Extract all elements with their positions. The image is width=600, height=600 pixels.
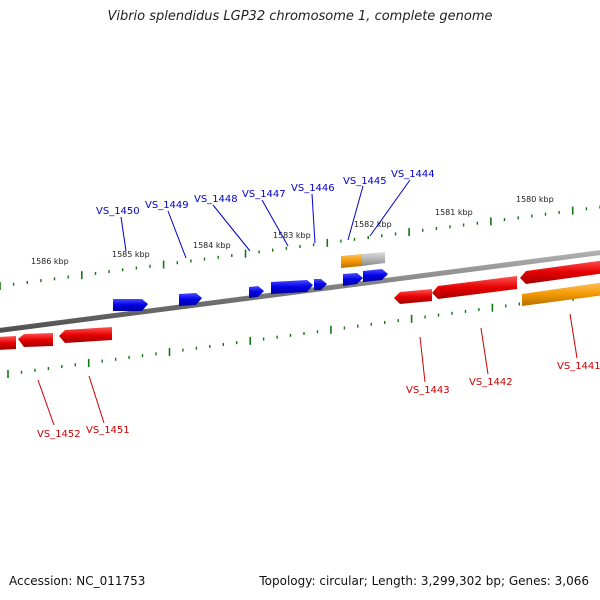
gene-vs-1446[interactable]	[314, 279, 327, 290]
feature-orange[interactable]	[341, 254, 362, 268]
label-vs-1444: VS_1444	[391, 169, 435, 180]
gene-vs-1447[interactable]	[271, 280, 313, 294]
gene-vs-1444[interactable]	[363, 269, 388, 282]
scale-label-1581: 1581 kbp	[435, 208, 473, 217]
feature-gray[interactable]	[362, 252, 385, 266]
forward-genes	[113, 269, 388, 311]
scale-label-1584: 1584 kbp	[193, 241, 231, 250]
scale-label-1580: 1580 kbp	[516, 195, 554, 204]
label-vs-1442: VS_1442	[469, 377, 513, 388]
gene-vs-1441[interactable]	[520, 260, 600, 284]
label-vs-1452: VS_1452	[37, 429, 81, 440]
gene-vs-1451[interactable]	[59, 327, 112, 343]
label-vs-1443: VS_1443	[406, 385, 450, 396]
reverse-genes	[0, 260, 600, 350]
label-vs-1451: VS_1451	[86, 425, 130, 436]
label-vs-1445: VS_1445	[343, 176, 387, 187]
label-vs-1446: VS_1446	[291, 183, 335, 194]
gene-segment-left-1[interactable]	[0, 336, 16, 350]
forward-label-leaders	[120, 179, 411, 259]
label-vs-1448: VS_1448	[194, 194, 238, 205]
feature-orange-lower[interactable]	[522, 282, 600, 306]
gene-vs-1450[interactable]	[113, 299, 148, 311]
scale-label-1586: 1586 kbp	[31, 257, 69, 266]
gene-vs-1442[interactable]	[432, 276, 517, 299]
accession-text: Accession: NC_011753	[9, 574, 146, 588]
outer-scale-ticks	[0, 205, 600, 290]
genome-summary-text: Topology: circular; Length: 3,299,302 bp…	[259, 574, 589, 588]
map-title: Vibrio splendidus LGP32 chromosome 1, co…	[107, 9, 493, 24]
label-vs-1449: VS_1449	[145, 200, 189, 211]
scale-label-1583: 1583 kbp	[273, 231, 311, 240]
gene-vs-1445[interactable]	[343, 273, 363, 286]
label-vs-1447: VS_1447	[242, 189, 286, 200]
gene-vs-1452[interactable]	[18, 333, 53, 347]
gene-vs-1443[interactable]	[394, 289, 432, 304]
gene-vs-1448[interactable]	[249, 286, 264, 298]
label-vs-1441: VS_1441	[557, 361, 600, 372]
reverse-label-leaders	[37, 313, 578, 426]
label-vs-1450: VS_1450	[96, 206, 140, 217]
gene-vs-1449[interactable]	[179, 293, 202, 306]
scale-label-1582: 1582 kbp	[354, 220, 392, 229]
scale-label-1585: 1585 kbp	[112, 250, 150, 259]
